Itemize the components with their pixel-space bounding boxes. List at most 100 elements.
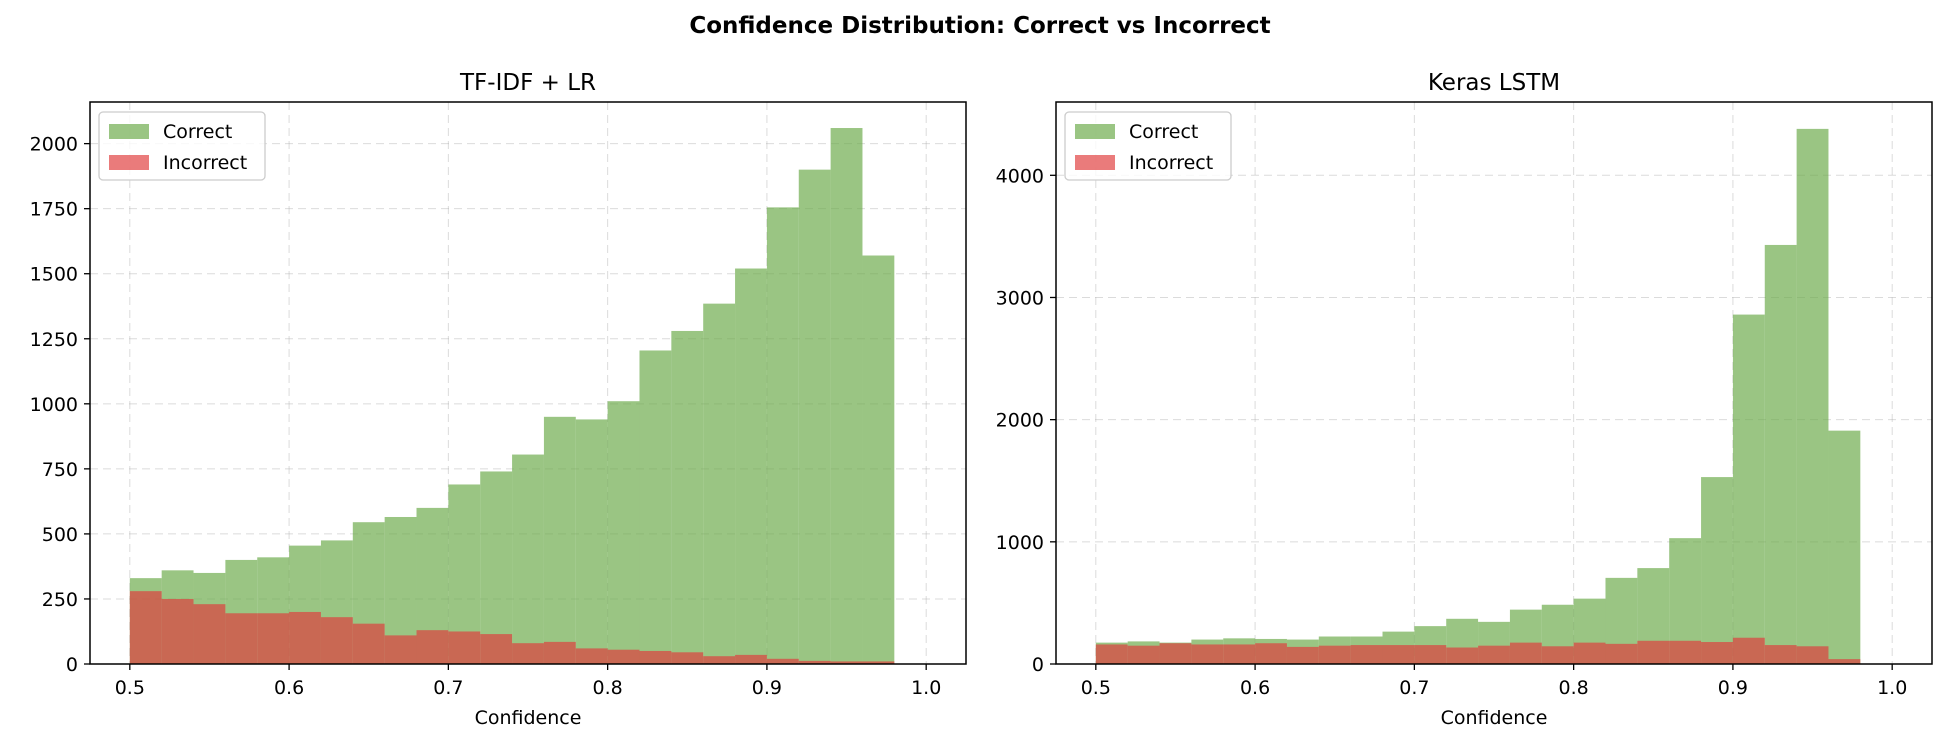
y-tick-label: 1250 bbox=[30, 329, 78, 351]
bar-correct bbox=[512, 454, 544, 664]
bar-incorrect bbox=[225, 613, 258, 664]
bar-incorrect bbox=[352, 623, 385, 664]
y-tick-label: 3000 bbox=[996, 287, 1044, 309]
y-tick-label: 750 bbox=[42, 459, 78, 481]
bar-incorrect bbox=[766, 658, 799, 664]
bar-correct bbox=[607, 401, 640, 664]
bar-incorrect bbox=[798, 660, 831, 664]
y-tick-label: 1750 bbox=[30, 199, 78, 221]
x-tick-label: 0.8 bbox=[593, 677, 623, 699]
bar-correct bbox=[1828, 430, 1861, 664]
bar-incorrect bbox=[1446, 647, 1479, 664]
series-correct bbox=[1095, 128, 1861, 664]
bar-incorrect bbox=[1764, 645, 1797, 664]
y-tick-label: 2000 bbox=[996, 410, 1044, 432]
legend-swatch-correct bbox=[1075, 124, 1115, 139]
bar-incorrect bbox=[1159, 643, 1192, 664]
bar-incorrect bbox=[1573, 642, 1606, 664]
y-tick-label: 0 bbox=[1032, 654, 1044, 676]
bar-incorrect bbox=[607, 649, 640, 664]
bar-correct bbox=[639, 350, 672, 664]
x-tick-label: 0.6 bbox=[274, 677, 304, 699]
bar-correct bbox=[735, 268, 767, 664]
legend-swatch-correct bbox=[109, 124, 149, 139]
x-tick-label: 0.9 bbox=[752, 677, 782, 699]
x-tick-label: 0.7 bbox=[433, 677, 463, 699]
x-tick-label: 0.5 bbox=[1081, 677, 1111, 699]
y-tick-label: 500 bbox=[42, 524, 78, 546]
bar-incorrect bbox=[1796, 646, 1829, 664]
bar-incorrect bbox=[193, 604, 226, 664]
x-axis-label: Confidence bbox=[1441, 707, 1548, 729]
bar-incorrect bbox=[1414, 645, 1447, 664]
bar-correct bbox=[862, 255, 895, 664]
bar-incorrect bbox=[161, 598, 194, 664]
bar-incorrect bbox=[1127, 645, 1160, 664]
bar-incorrect bbox=[1732, 637, 1765, 664]
y-tick-label: 250 bbox=[42, 589, 78, 611]
bar-incorrect bbox=[1255, 643, 1287, 664]
bar-incorrect bbox=[1191, 644, 1224, 664]
bar-correct bbox=[1764, 244, 1797, 664]
axes-frame bbox=[1055, 101, 1933, 665]
legend-swatch-incorrect bbox=[109, 155, 149, 170]
x-tick-label: 0.8 bbox=[1559, 677, 1589, 699]
figure-title: Confidence Distribution: Correct vs Inco… bbox=[689, 13, 1270, 39]
bar-incorrect bbox=[1637, 640, 1670, 664]
y-tick-label: 1500 bbox=[30, 264, 78, 286]
bar-incorrect bbox=[862, 661, 895, 664]
subplot-title: TF-IDF + LR bbox=[459, 70, 596, 96]
bar-incorrect bbox=[703, 656, 736, 664]
bar-correct bbox=[703, 303, 736, 664]
bar-incorrect bbox=[384, 635, 417, 664]
series-incorrect bbox=[129, 591, 895, 664]
bar-incorrect bbox=[1478, 645, 1510, 664]
x-tick-label: 0.6 bbox=[1240, 677, 1270, 699]
bar-incorrect bbox=[1286, 646, 1319, 664]
x-axis-label: Confidence bbox=[475, 707, 582, 729]
bar-incorrect bbox=[320, 617, 353, 664]
bar-incorrect bbox=[543, 641, 576, 664]
bar-incorrect bbox=[257, 613, 290, 664]
x-tick-label: 1.0 bbox=[911, 677, 941, 699]
bar-incorrect bbox=[129, 591, 162, 664]
legend-label-correct: Correct bbox=[163, 121, 232, 143]
bar-correct bbox=[1701, 477, 1733, 664]
bar-correct bbox=[798, 169, 831, 665]
legend-label-correct: Correct bbox=[1129, 121, 1198, 143]
legend-label-incorrect: Incorrect bbox=[163, 152, 247, 174]
bar-incorrect bbox=[575, 648, 608, 664]
x-tick-label: 0.9 bbox=[1718, 677, 1748, 699]
legend: Correct Incorrect bbox=[98, 111, 266, 181]
bar-incorrect bbox=[830, 661, 863, 664]
x-tick-label: 0.5 bbox=[115, 677, 145, 699]
subplot-keras-lstm: 0.5 0.6 0.7 0.8 0.9 1.0 0 1000 2000 3000 4000 Keras… bbox=[996, 70, 1933, 729]
y-tick-label: 0 bbox=[66, 654, 78, 676]
bar-correct bbox=[1796, 128, 1829, 664]
bar-incorrect bbox=[1382, 645, 1415, 664]
y-tick-label: 2000 bbox=[30, 134, 78, 156]
subplot-tfidf-lr: 0.5 0.6 0.7 0.8 0.9 1.0 0 250 500 750 1000 1250 1500… bbox=[30, 70, 967, 729]
bar-incorrect bbox=[1541, 646, 1574, 664]
bar-correct bbox=[766, 207, 799, 664]
bar-correct bbox=[830, 128, 863, 664]
bar-incorrect bbox=[1318, 645, 1351, 664]
x-tick-label: 1.0 bbox=[1877, 677, 1907, 699]
bar-incorrect bbox=[289, 611, 321, 664]
bar-incorrect bbox=[1095, 644, 1128, 664]
bar-incorrect bbox=[1509, 642, 1542, 664]
bar-incorrect bbox=[448, 631, 481, 664]
bar-incorrect bbox=[480, 634, 513, 664]
bar-incorrect bbox=[512, 643, 544, 664]
legend-label-incorrect: Incorrect bbox=[1129, 152, 1213, 174]
axes-frame bbox=[89, 101, 967, 665]
bar-correct bbox=[575, 419, 608, 664]
bar-correct bbox=[671, 330, 704, 664]
bar-incorrect bbox=[1701, 642, 1733, 664]
y-tick-label: 4000 bbox=[996, 165, 1044, 187]
bar-incorrect bbox=[639, 650, 672, 664]
legend: Correct Incorrect bbox=[1064, 111, 1232, 181]
bar-incorrect bbox=[1828, 659, 1861, 664]
bar-incorrect bbox=[1669, 640, 1702, 664]
